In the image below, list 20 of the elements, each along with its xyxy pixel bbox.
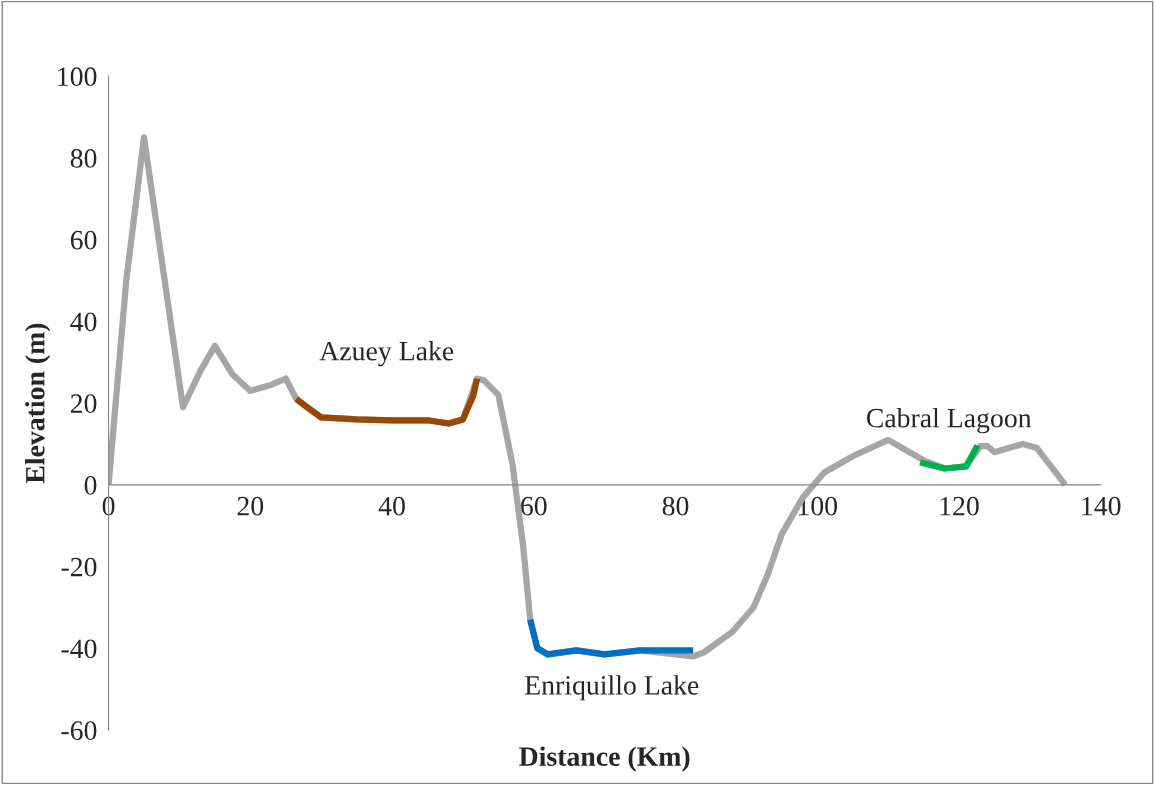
y-tick-label: 100 [58,67,97,87]
x-tick-label: 80 [662,496,689,516]
y-tick-label: -60 [61,721,97,740]
x-axis-title: Distance (Km) [519,746,690,772]
y-tick-label: 0 [84,476,97,495]
y-tick-label: 20 [70,394,97,414]
y-tick-label: -40 [61,639,97,659]
series-label: Cabral Lagoon [866,407,1032,434]
y-tick-label: -20 [61,557,97,577]
y-tick-label: 60 [70,230,97,250]
x-tick-label: 20 [237,496,264,516]
series-label: Azuey Lake [319,340,454,367]
x-tick-label: 60 [521,496,547,516]
series-label: Enriquillo Lake [524,675,699,701]
y-axis-title: Elevation (m) [25,323,51,484]
x-tick-label: 120 [940,496,979,516]
x-tick-label: 140 [1082,496,1121,516]
y-tick-label: 80 [70,149,97,168]
x-tick-label: 40 [378,496,405,516]
y-tick-label: 40 [70,312,97,332]
